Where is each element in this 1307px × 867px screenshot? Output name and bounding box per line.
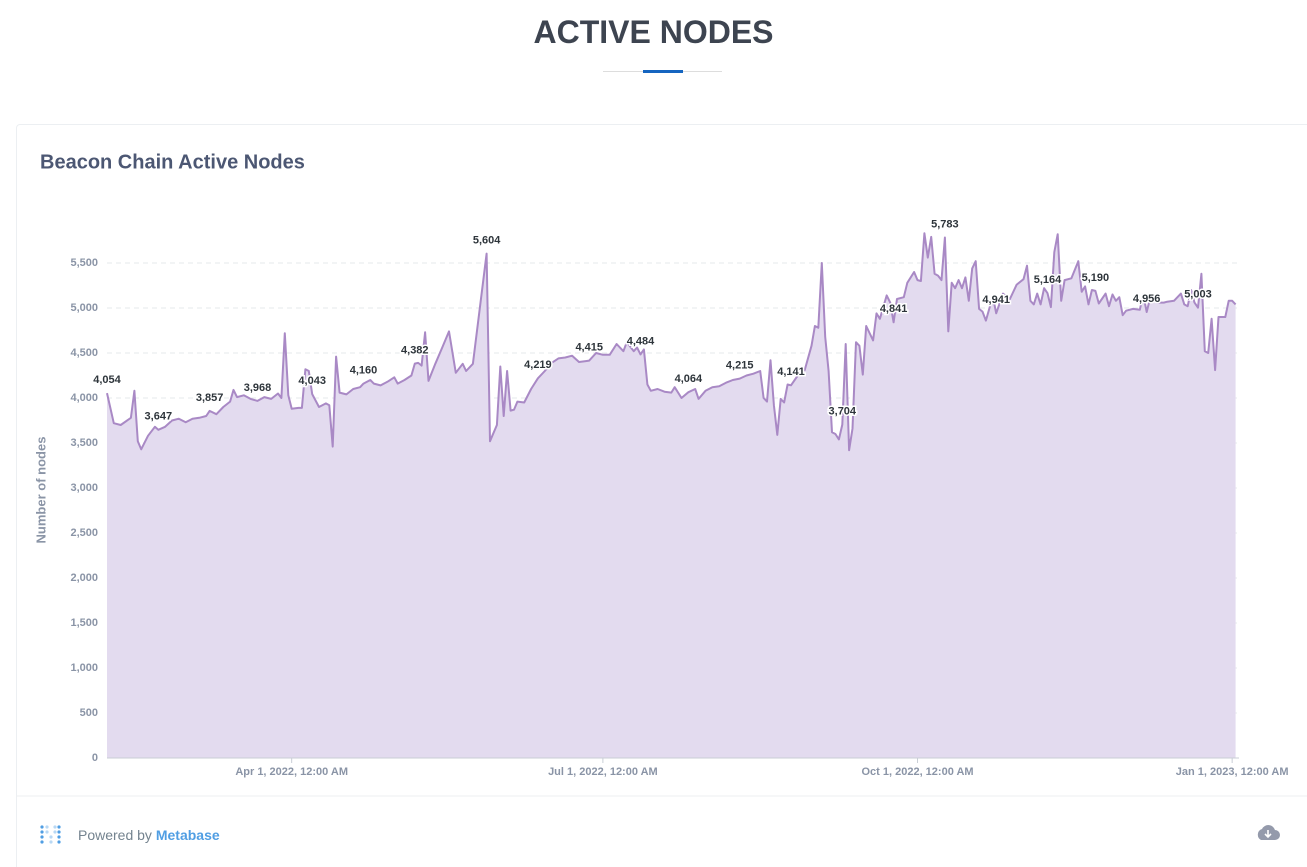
chart-title: Beacon Chain Active Nodes xyxy=(40,151,305,173)
footer-text: Powered by Metabase xyxy=(78,827,220,843)
page-title: ACTIVE NODES xyxy=(533,14,774,50)
y-tick-label: 1,000 xyxy=(70,662,98,674)
data-label: 4,841 xyxy=(880,303,908,315)
y-tick-label: 4,500 xyxy=(70,347,98,359)
data-label: 5,164 xyxy=(1034,274,1062,286)
x-tick-label: Apr 1, 2022, 12:00 AM xyxy=(235,766,348,778)
data-label: 5,003 xyxy=(1184,289,1212,301)
data-label: 3,647 xyxy=(145,411,173,423)
x-tick-label: Jul 1, 2022, 12:00 AM xyxy=(548,766,658,778)
y-tick-label: 0 xyxy=(92,752,98,764)
y-tick-label: 4,000 xyxy=(70,392,98,404)
download-button[interactable] xyxy=(1257,825,1280,840)
y-tick-label: 5,500 xyxy=(70,257,98,269)
data-label: 4,160 xyxy=(350,365,378,377)
y-tick-label: 500 xyxy=(80,707,98,719)
line xyxy=(106,232,1237,452)
y-tick-label: 3,500 xyxy=(70,437,98,449)
x-tick-label: Jan 1, 2023, 12:00 AM xyxy=(1176,766,1289,778)
y-axis-label: Number of nodes xyxy=(33,437,48,544)
data-label: 3,857 xyxy=(196,392,224,404)
y-tick-label: 2,500 xyxy=(70,527,98,539)
data-label: 4,043 xyxy=(298,375,326,387)
data-label: 5,604 xyxy=(473,235,501,247)
data-label: 4,941 xyxy=(982,294,1010,306)
y-tick-label: 1,500 xyxy=(70,617,98,629)
brand-link[interactable]: Metabase xyxy=(156,827,220,843)
y-tick-label: 5,000 xyxy=(70,302,98,314)
powered-by: Powered by xyxy=(78,827,152,843)
y-tick-label: 3,000 xyxy=(70,482,98,494)
data-label: 4,956 xyxy=(1133,293,1161,305)
data-label: 4,382 xyxy=(401,345,429,357)
data-label: 4,219 xyxy=(524,359,552,371)
x-tick-label: Oct 1, 2022, 12:00 AM xyxy=(861,766,973,778)
y-tick-label: 2,000 xyxy=(70,572,98,584)
data-label: 3,704 xyxy=(829,406,857,418)
data-label: 3,968 xyxy=(244,382,272,394)
data-label: 5,783 xyxy=(931,218,959,230)
data-label: 4,141 xyxy=(777,366,805,378)
data-label: 4,484 xyxy=(627,335,655,347)
data-label: 4,064 xyxy=(675,373,703,385)
data-label: 5,190 xyxy=(1082,272,1110,284)
data-label: 4,415 xyxy=(575,342,603,354)
data-label: 4,054 xyxy=(93,374,121,386)
area xyxy=(107,233,1236,759)
metabase-logo xyxy=(40,825,61,844)
card xyxy=(16,124,1307,867)
data-label: 4,215 xyxy=(726,360,754,372)
title-accent xyxy=(643,70,683,73)
